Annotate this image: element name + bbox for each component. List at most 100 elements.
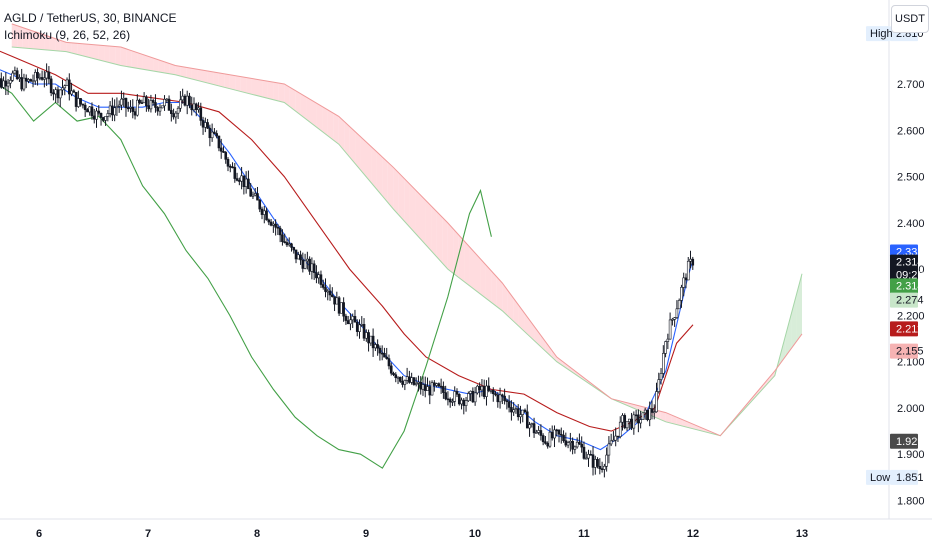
x-tick-label: 11	[578, 528, 590, 540]
kijun-line	[0, 50, 694, 432]
candle-body	[224, 152, 228, 160]
candle-body	[392, 372, 395, 376]
y-tick-label: 2.200	[897, 310, 925, 322]
candle-body	[562, 434, 565, 441]
candle-body	[296, 254, 300, 260]
candle-body	[287, 243, 291, 246]
y-tick-label: 2.700	[897, 79, 925, 91]
candle-body	[142, 96, 146, 104]
cloud-segment	[197, 69, 203, 82]
cloud-segment	[295, 90, 301, 116]
candle-body	[79, 98, 82, 105]
senkou-b-line	[11, 23, 803, 437]
candle-body	[559, 433, 563, 436]
candle-body	[294, 249, 298, 260]
cloud-segment	[120, 47, 127, 67]
candle-body	[226, 159, 230, 167]
candle-body	[179, 99, 182, 109]
price-tag-value: 2.155	[896, 346, 924, 358]
candle-body	[435, 383, 438, 386]
candle-body	[523, 409, 527, 413]
cloud-segment	[496, 276, 503, 311]
candle-body	[405, 376, 409, 381]
x-tick-label: 10	[469, 528, 481, 540]
cloud-segment	[322, 106, 328, 136]
indicator-label[interactable]: Ichimoku (9, 26, 52, 26)	[4, 28, 131, 42]
candle-body	[194, 103, 198, 110]
price-tag-label: Low	[870, 472, 890, 484]
candle-body	[199, 107, 203, 121]
cloud-segment	[665, 412, 672, 424]
cloud-segment	[458, 234, 465, 282]
candle-body	[607, 443, 611, 456]
candle-body	[573, 446, 577, 450]
candle-body	[165, 98, 169, 101]
candle-body	[86, 109, 89, 113]
candle-body	[691, 258, 695, 266]
candle-body	[686, 260, 690, 281]
ichimoku-cloud	[11, 23, 803, 437]
candle-body	[385, 356, 389, 359]
cloud-segment	[262, 80, 268, 99]
candle-body	[228, 165, 232, 168]
candle-body	[677, 300, 681, 310]
cloud-segment	[355, 131, 361, 171]
candle-body	[72, 90, 76, 93]
cloud-segment	[360, 136, 366, 177]
candle-body	[603, 465, 606, 470]
cloud-segment	[180, 66, 187, 78]
candle-body	[274, 223, 277, 228]
candle-body	[383, 353, 386, 358]
cloud-segment	[562, 361, 568, 370]
candle-body	[206, 122, 209, 129]
candle-body	[83, 104, 87, 110]
cloud-segment	[338, 116, 345, 151]
cloud-segment	[785, 314, 792, 357]
time-axis: 6 7 8 9 10 11 12 13	[36, 528, 808, 540]
cloud-segment	[218, 72, 225, 88]
candle-body	[675, 308, 679, 318]
candle-body	[269, 221, 273, 226]
candle-body	[516, 408, 520, 418]
candle-body	[491, 390, 495, 395]
candle-body	[344, 315, 348, 321]
candle-body	[70, 90, 73, 95]
candle-body	[437, 383, 441, 387]
cloud-segment	[545, 342, 552, 357]
candle-body	[664, 341, 667, 354]
symbol-title[interactable]: AGLD / TetherUS, 30, BINANCE	[4, 11, 177, 25]
candle-body	[537, 430, 540, 433]
candle-body	[650, 408, 654, 413]
candle-body	[671, 319, 674, 321]
x-tick-label: 7	[145, 528, 151, 540]
cloud-segment	[491, 270, 497, 307]
candle-body	[213, 131, 216, 134]
cloud-segment	[66, 42, 72, 54]
candle-body	[24, 77, 28, 82]
candle-body	[505, 400, 509, 402]
currency-button[interactable]: USDT	[891, 5, 929, 33]
cloud-segment	[284, 84, 290, 107]
candle-body	[233, 167, 237, 179]
candle-body	[99, 112, 103, 118]
candle-body	[539, 430, 543, 436]
candle-body	[210, 131, 214, 139]
candle-body	[600, 468, 604, 470]
candle-body	[514, 408, 518, 411]
candle-body	[369, 335, 373, 344]
candle-body	[131, 107, 135, 112]
candle-body	[353, 316, 357, 323]
candle-body	[684, 277, 688, 281]
cloud-segment	[229, 74, 236, 91]
candle-body	[634, 414, 638, 417]
candle-body	[2, 80, 5, 88]
candle-body	[657, 379, 661, 392]
candle-body	[197, 107, 200, 110]
candle-body	[349, 319, 352, 325]
candle-body	[102, 117, 105, 121]
candle-body	[342, 302, 345, 317]
candle-body	[208, 127, 212, 139]
cloud-segment	[11, 23, 18, 48]
x-tick-label: 13	[796, 528, 808, 540]
